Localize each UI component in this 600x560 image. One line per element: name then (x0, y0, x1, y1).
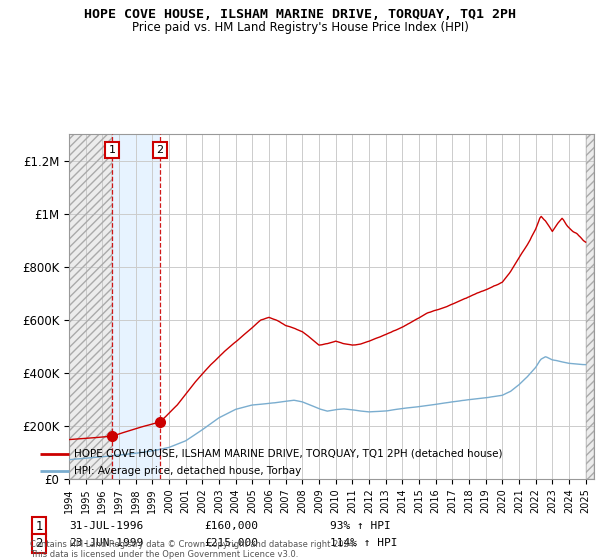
Text: Contains HM Land Registry data © Crown copyright and database right 2024.
This d: Contains HM Land Registry data © Crown c… (30, 540, 356, 559)
Text: £215,000: £215,000 (204, 538, 258, 548)
Text: 93% ↑ HPI: 93% ↑ HPI (330, 521, 391, 531)
Text: 1: 1 (109, 145, 115, 155)
Bar (586, 134, 594, 479)
Text: HOPE COVE HOUSE, ILSHAM MARINE DRIVE, TORQUAY, TQ1 2PH (detached house): HOPE COVE HOUSE, ILSHAM MARINE DRIVE, TO… (74, 449, 503, 459)
Text: 1: 1 (35, 520, 43, 533)
Text: HPI: Average price, detached house, Torbay: HPI: Average price, detached house, Torb… (74, 466, 301, 477)
Bar (69, 134, 112, 479)
Text: 114% ↑ HPI: 114% ↑ HPI (330, 538, 398, 548)
Text: 31-JUL-1996: 31-JUL-1996 (69, 521, 143, 531)
Bar (112, 134, 160, 479)
Bar (69, 134, 112, 479)
Text: 2: 2 (35, 536, 43, 550)
Bar (586, 134, 594, 479)
Text: 23-JUN-1999: 23-JUN-1999 (69, 538, 143, 548)
Text: HOPE COVE HOUSE, ILSHAM MARINE DRIVE, TORQUAY, TQ1 2PH: HOPE COVE HOUSE, ILSHAM MARINE DRIVE, TO… (84, 8, 516, 21)
Text: 2: 2 (157, 145, 164, 155)
Text: £160,000: £160,000 (204, 521, 258, 531)
Text: Price paid vs. HM Land Registry's House Price Index (HPI): Price paid vs. HM Land Registry's House … (131, 21, 469, 34)
